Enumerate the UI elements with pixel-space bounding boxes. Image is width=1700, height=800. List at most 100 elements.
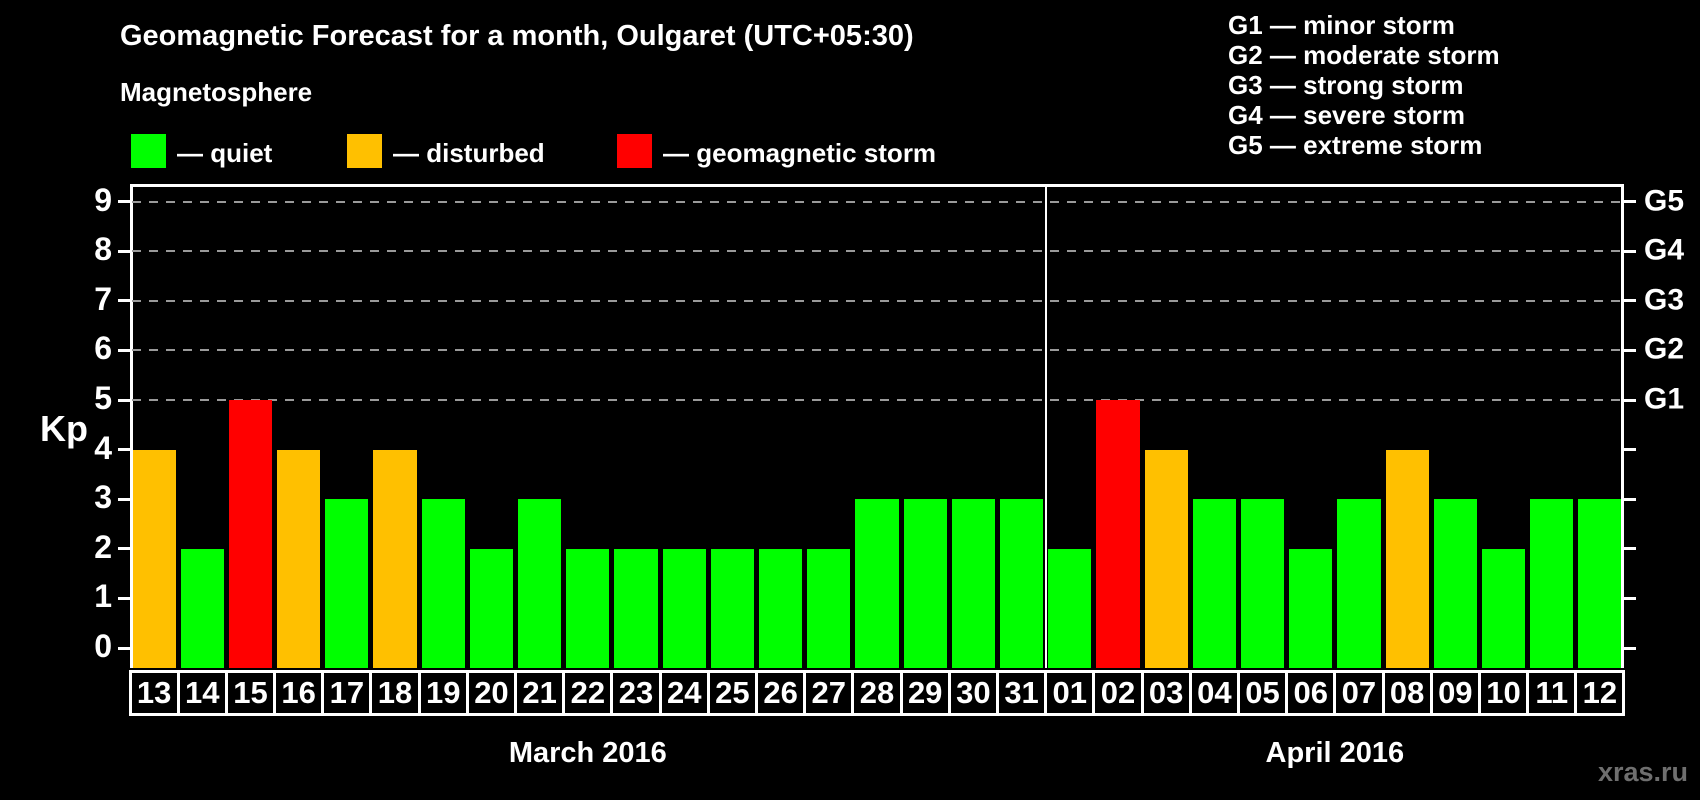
day-label-30: 30 <box>947 670 999 716</box>
gridline-kp7 <box>132 299 1623 302</box>
y-axis-tick-label: 1 <box>94 578 112 615</box>
day-label-27: 27 <box>803 670 855 716</box>
kp-bar-day-15 <box>228 400 273 668</box>
kp-bar-day-05 <box>1240 499 1285 668</box>
kp-bar-day-19 <box>421 499 465 668</box>
kp-bar-day-24 <box>662 548 706 668</box>
y-tick-left <box>118 348 130 352</box>
y-axis-tick-label: 0 <box>94 628 112 665</box>
kp-bar-day-18 <box>373 449 417 668</box>
right-axis-label-g2: G2 <box>1644 332 1685 366</box>
kp-bar-day-11 <box>1530 499 1574 668</box>
day-label-14: 14 <box>176 670 228 716</box>
y-axis-title: Kp <box>40 408 88 449</box>
y-tick-right <box>1624 200 1636 204</box>
gridline-kp6 <box>132 349 1623 352</box>
y-axis-tick-label: 4 <box>94 429 112 466</box>
g-scale-legend-line: G2 — moderate storm <box>1228 40 1500 70</box>
y-tick-left <box>118 299 130 303</box>
kp-bar-day-04 <box>1192 499 1236 668</box>
kp-bar-day-10 <box>1481 548 1526 668</box>
day-label-13: 13 <box>128 670 180 716</box>
month-label: April 2016 <box>1265 737 1405 769</box>
y-tick-right <box>1624 299 1636 303</box>
day-label-15: 15 <box>224 670 277 716</box>
kp-bar-day-02 <box>1096 400 1140 668</box>
kp-bar-day-21 <box>518 499 562 668</box>
kp-bar-day-03 <box>1144 449 1188 668</box>
right-axis-label-g4: G4 <box>1644 233 1685 267</box>
kp-bar-day-29 <box>903 499 947 668</box>
day-label-18: 18 <box>369 670 421 716</box>
day-label-29: 29 <box>899 670 951 716</box>
day-label-09: 09 <box>1429 670 1481 716</box>
day-label-19: 19 <box>417 670 469 716</box>
kp-bar-day-08 <box>1385 449 1429 668</box>
kp-bar-day-14 <box>180 548 224 668</box>
right-axis-label-g5: G5 <box>1644 183 1685 217</box>
kp-bar-day-25 <box>710 548 754 668</box>
g-scale-legend-line: G5 — extreme storm <box>1228 130 1483 160</box>
day-label-22: 22 <box>562 670 614 716</box>
magnetosphere-label: Magnetosphere <box>120 77 313 107</box>
disturbed-legend-label: — disturbed <box>393 138 545 168</box>
day-label-24: 24 <box>658 670 710 716</box>
y-tick-right <box>1624 547 1636 551</box>
y-tick-right <box>1624 398 1636 402</box>
y-axis-tick-label: 3 <box>94 479 112 516</box>
y-tick-left <box>118 448 130 452</box>
day-label-26: 26 <box>755 670 807 716</box>
g-scale-legend: G1 — minor storm G2 — moderate storm G3 — … <box>1228 10 1500 160</box>
day-label-12: 12 <box>1574 670 1626 716</box>
y-axis-tick-label: 8 <box>94 231 112 268</box>
day-label-16: 16 <box>273 670 325 716</box>
y-tick-right <box>1624 596 1636 600</box>
y-tick-right <box>1624 448 1636 452</box>
g-scale-legend-line: G4 — severe storm <box>1228 100 1466 130</box>
y-tick-right <box>1624 249 1636 253</box>
kp-bar-day-22 <box>566 548 610 668</box>
month-label: March 2016 <box>508 737 667 769</box>
plot-area <box>130 184 1624 668</box>
y-tick-left <box>118 596 130 600</box>
y-axis-tick-label: 2 <box>94 528 112 565</box>
storm-legend-label: — geomagnetic storm <box>663 138 937 168</box>
kp-bar-day-17 <box>325 499 369 668</box>
right-axis-label-g1: G1 <box>1644 382 1685 416</box>
kp-bar-day-12 <box>1578 499 1622 668</box>
right-axis-label-g3: G3 <box>1644 283 1685 317</box>
day-label-03: 03 <box>1140 670 1192 716</box>
y-tick-left <box>118 497 130 501</box>
day-label-04: 04 <box>1188 670 1240 716</box>
quiet-legend-label: — quiet <box>177 138 273 168</box>
watermark: xras.ru <box>1597 757 1688 787</box>
day-label-31: 31 <box>995 670 1048 716</box>
day-label-21: 21 <box>514 670 566 716</box>
y-tick-right <box>1624 646 1636 650</box>
kp-bar-day-28 <box>855 499 899 668</box>
day-label-05: 05 <box>1236 670 1289 716</box>
y-tick-left <box>118 249 130 253</box>
y-tick-left <box>118 547 130 551</box>
kp-bar-day-20 <box>469 548 514 668</box>
kp-bar-day-16 <box>277 449 321 668</box>
gridline-kp8 <box>132 250 1623 253</box>
y-tick-left <box>118 646 130 650</box>
kp-bar-day-06 <box>1289 548 1333 668</box>
kp-bar-day-01 <box>1048 548 1092 668</box>
gridline-kp9 <box>132 200 1623 203</box>
day-label-20: 20 <box>465 670 518 716</box>
day-label-06: 06 <box>1285 670 1337 716</box>
kp-bar-day-31 <box>999 499 1044 668</box>
day-label-23: 23 <box>610 670 662 716</box>
gridline-kp5 <box>132 399 1623 401</box>
quiet-legend-swatch <box>131 134 166 168</box>
y-axis-tick-label: 5 <box>94 380 112 417</box>
day-label-28: 28 <box>851 670 903 716</box>
day-label-08: 08 <box>1381 670 1433 716</box>
day-label-10: 10 <box>1477 670 1530 716</box>
day-label-01: 01 <box>1044 670 1096 716</box>
y-axis-tick-label: 7 <box>94 280 112 317</box>
kp-bar-day-09 <box>1433 499 1477 668</box>
day-label-11: 11 <box>1526 670 1578 716</box>
